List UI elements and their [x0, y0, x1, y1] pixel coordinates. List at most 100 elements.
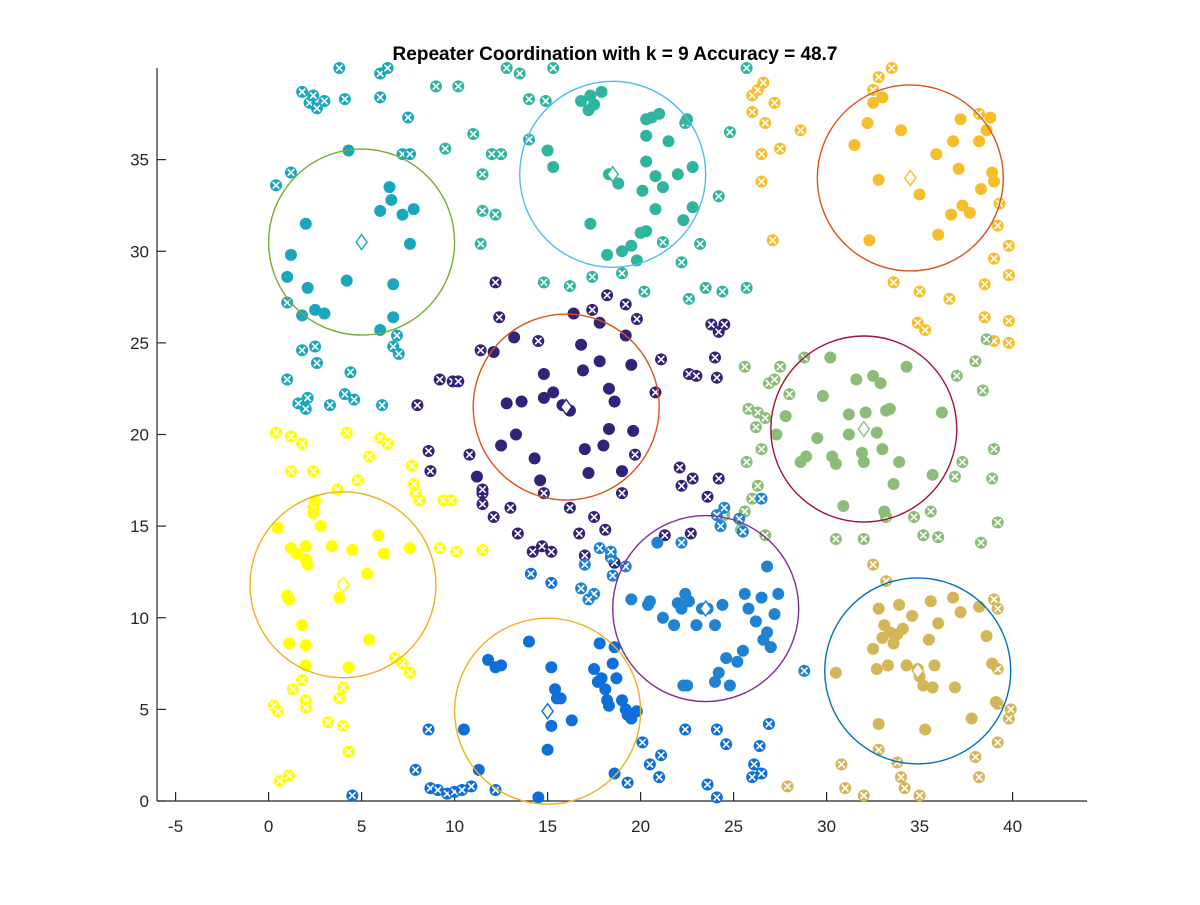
- covered-point: [500, 397, 513, 410]
- covered-point: [861, 116, 874, 129]
- uncovered-point: [621, 776, 634, 789]
- uncovered-point: [976, 384, 989, 397]
- covered-point: [945, 208, 958, 221]
- uncovered-point: [658, 529, 671, 542]
- uncovered-point: [413, 494, 426, 507]
- uncovered-point: [474, 237, 487, 250]
- uncovered-point: [913, 789, 926, 802]
- covered-point: [906, 609, 919, 622]
- covered-point: [495, 659, 508, 672]
- covered-point: [984, 111, 997, 124]
- uncovered-point: [829, 532, 842, 545]
- y-tick-label: 0: [140, 792, 149, 811]
- uncovered-point: [766, 234, 779, 247]
- covered-point: [749, 615, 762, 628]
- covered-point: [893, 455, 906, 468]
- covered-point: [855, 446, 868, 459]
- covered-point: [887, 637, 900, 650]
- x-tick-label: 5: [357, 817, 366, 836]
- covered-point: [924, 595, 937, 608]
- uncovered-point: [723, 126, 736, 139]
- uncovered-point: [720, 738, 733, 751]
- uncovered-point: [333, 62, 346, 74]
- x-tick-label: 10: [445, 817, 464, 836]
- uncovered-point: [296, 344, 309, 357]
- covered-point: [271, 521, 284, 534]
- uncovered-point: [374, 91, 387, 104]
- covered-point: [547, 386, 560, 399]
- uncovered-point: [616, 267, 628, 280]
- covered-point: [606, 657, 619, 670]
- uncovered-point: [969, 355, 982, 368]
- covered-point: [913, 188, 926, 201]
- y-tick-label: 20: [130, 426, 149, 445]
- repeater-marker: [699, 599, 713, 618]
- uncovered-point: [746, 105, 759, 118]
- x-tick-label: 40: [1003, 817, 1022, 836]
- uncovered-point: [991, 602, 1004, 615]
- uncovered-point: [299, 402, 312, 415]
- uncovered-point: [487, 510, 500, 523]
- covered-point: [602, 423, 615, 436]
- uncovered-point: [536, 540, 549, 553]
- covered-point: [681, 679, 694, 692]
- uncovered-point: [500, 62, 513, 74]
- uncovered-point: [403, 666, 416, 679]
- covered-point: [988, 175, 1000, 188]
- uncovered-point: [908, 510, 921, 523]
- uncovered-point: [431, 784, 444, 797]
- uncovered-point: [301, 391, 314, 404]
- covered-point: [636, 184, 649, 197]
- uncovered-point: [712, 190, 725, 203]
- covered-point: [859, 406, 872, 419]
- coverage-ring: [267, 148, 456, 336]
- covered-point: [601, 694, 614, 707]
- y-tick-label: 15: [130, 517, 149, 536]
- uncovered-point: [738, 360, 751, 373]
- uncovered-point: [407, 477, 420, 490]
- uncovered-point: [762, 718, 775, 731]
- covered-point: [980, 630, 993, 643]
- uncovered-point: [539, 94, 552, 107]
- uncovered-point: [917, 529, 930, 542]
- covered-point: [363, 633, 376, 646]
- covered-point: [761, 560, 774, 573]
- uncovered-point: [867, 558, 880, 571]
- repeater-marker: [606, 165, 620, 183]
- uncovered-point: [712, 472, 725, 485]
- coverage-ring: [249, 491, 437, 679]
- covered-point: [608, 767, 621, 780]
- uncovered-point: [396, 657, 409, 670]
- uncovered-point: [629, 448, 642, 461]
- uncovered-point: [296, 674, 309, 687]
- covered-point: [736, 644, 749, 657]
- uncovered-point: [504, 501, 517, 514]
- covered-point: [333, 591, 346, 604]
- covered-point: [584, 217, 597, 230]
- covered-point: [848, 138, 861, 151]
- uncovered-point: [575, 582, 588, 595]
- uncovered-point: [381, 437, 394, 450]
- uncovered-point: [988, 593, 1000, 606]
- covered-point: [584, 89, 597, 102]
- uncovered-point: [718, 318, 731, 331]
- covered-point: [656, 181, 669, 194]
- covered-point: [616, 465, 628, 478]
- covered-point: [640, 225, 653, 238]
- covered-point: [403, 237, 416, 250]
- covered-point: [601, 248, 614, 261]
- covered-point: [509, 428, 522, 441]
- covered-point: [314, 520, 327, 533]
- covered-point: [582, 466, 595, 479]
- uncovered-point: [588, 510, 601, 523]
- uncovered-point: [751, 479, 764, 492]
- uncovered-point: [411, 399, 424, 412]
- uncovered-point: [733, 512, 746, 525]
- uncovered-point: [474, 344, 487, 357]
- covered-point: [482, 653, 495, 666]
- covered-point: [874, 377, 887, 390]
- covered-point: [472, 763, 485, 776]
- uncovered-point: [690, 369, 703, 382]
- uncovered-point: [340, 426, 353, 439]
- uncovered-point: [749, 421, 762, 434]
